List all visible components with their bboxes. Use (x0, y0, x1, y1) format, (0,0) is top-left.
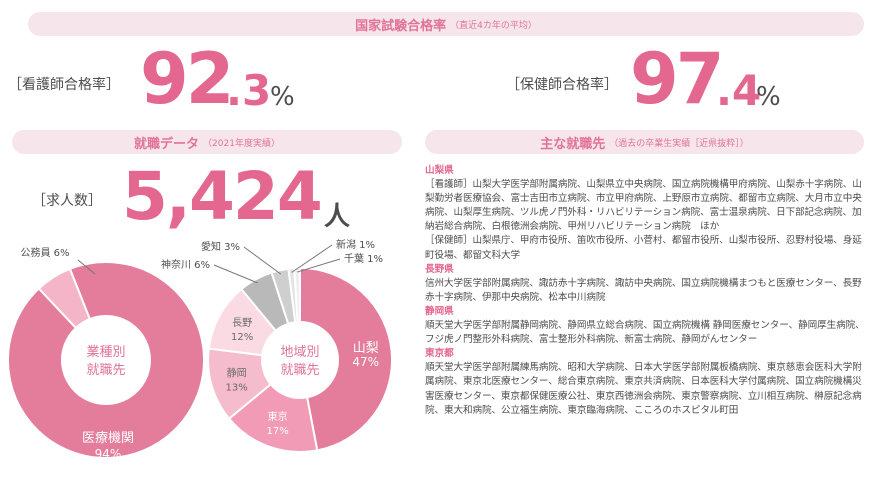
employer-list: ［保健師］山梨県庁、甲府市役所、笛吹市役所、小菅村、都留市役所、山梨市役所、忍野… (425, 235, 862, 261)
slice-value: 12% (231, 332, 253, 343)
employment-title: 就職データ (134, 136, 200, 152)
employer-list: 順天堂大学医学部附属練馬病院、昭和大学病院、日本大学医学部附属板橋病院、東京慈恵… (425, 362, 862, 416)
nurse-rate-unit: % (270, 82, 295, 112)
slice-value: 17% (267, 426, 289, 437)
phn-rate-int: 97 (630, 38, 724, 120)
employer-list: 順天堂大学医学部附属静岡病院、静岡県立総合病院、国立病院機構 静岡医療センター、… (425, 320, 865, 346)
phn-rate-label: ［保健師合格率］ (506, 77, 618, 93)
donut-hole (62, 316, 150, 404)
slice-value: 47% (352, 355, 379, 369)
center-label: 就職先 (86, 363, 125, 378)
employment-banner: 就職データ （2021年度実績） (12, 130, 402, 154)
jobs-unit: 人 (324, 202, 351, 232)
leader-line (291, 244, 333, 273)
phn-rate-unit: % (756, 82, 781, 112)
slice-label: 山梨 (353, 341, 379, 356)
slice-value: 94% (95, 447, 122, 461)
employer-list: 信州大学医学部附属病院、諏訪赤十字病院、諏訪中央病院、国立病院機構まつもと医療セ… (425, 277, 862, 303)
slice-label: 東京 (268, 410, 288, 423)
destinations-subtitle: （過去の卒業生実績［近県抜粋］） (609, 138, 749, 149)
center-label: 業種別 (86, 344, 125, 360)
slice-label: 医療機関 (82, 431, 134, 446)
center-label: 就職先 (280, 363, 319, 378)
nurse-rate-label: ［看護師合格率］ (8, 77, 120, 93)
destinations-list: 山梨県 ［看護師］山梨大学医学部附属病院、山梨県立中央病院、国立病院機構甲府病院、… (425, 164, 865, 418)
employer-list: ［看護師］山梨大学医学部附属病院、山梨県立中央病院、国立病院機構甲府病院、山梨赤… (425, 179, 862, 233)
header-title: 国家試験合格率 (355, 18, 447, 34)
slice-label: 静岡 (227, 366, 247, 379)
slice-label-outside: 愛知 3% (201, 240, 240, 253)
header-banner: 国家試験合格率 （直近4カ年の平均） (28, 12, 864, 36)
jobs-label: ［求人数］ (32, 193, 102, 209)
region-heading: 静岡県 (425, 305, 454, 317)
slice-label: 長野 (232, 317, 252, 329)
employment-subtitle: （2021年度実績） (203, 138, 280, 149)
destinations-title: 主な就職先 (540, 136, 606, 152)
slice-label-outside: 神奈川 6% (161, 258, 210, 271)
region-heading: 長野県 (425, 263, 454, 275)
slice-label-outside: 千葉 1% (344, 252, 383, 265)
phn-rate-dec: .4 (716, 66, 762, 115)
nurse-rate-int: 92 (140, 38, 234, 120)
leader-line (213, 264, 258, 284)
slice-label-outside: 新潟 1% (336, 238, 375, 251)
leader-line (297, 258, 341, 273)
region-heading: 東京都 (425, 348, 454, 360)
center-label: 地域別 (280, 345, 319, 360)
leader-line (243, 246, 282, 275)
donut-hole (262, 322, 338, 398)
slice-label-outside: 公務員 6% (20, 246, 69, 259)
jobs-value: 5,424 (122, 158, 323, 235)
nurse-rate-dec: .3 (226, 66, 272, 115)
header-subtitle: （直近4カ年の平均） (450, 20, 537, 31)
leader-line (77, 259, 96, 275)
destinations-banner: 主な就職先 （過去の卒業生実績［近県抜粋］） (425, 130, 864, 154)
slice-value: 13% (226, 382, 248, 393)
region-heading: 山梨県 (425, 165, 454, 176)
